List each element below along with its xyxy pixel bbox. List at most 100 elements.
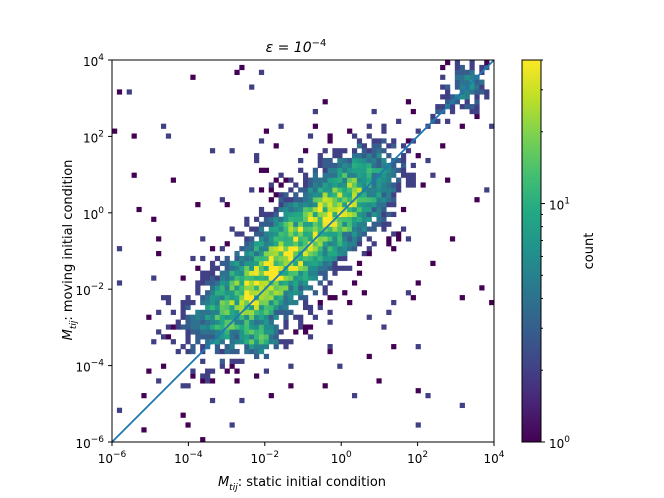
heatmap-cell (214, 339, 221, 345)
heatmap-cell (200, 334, 206, 340)
heatmap-cell (435, 108, 441, 115)
heatmap-cell (371, 108, 377, 115)
heatmap-cell (386, 172, 392, 178)
heatmap-cell (361, 157, 367, 164)
heatmap-cell (351, 182, 358, 188)
heatmap-cell (288, 255, 294, 262)
heatmap-cell (151, 339, 157, 345)
heatmap-cell (268, 290, 274, 296)
heatmap-cell (337, 216, 343, 222)
heatmap-cell (273, 299, 279, 306)
heatmap-cell (405, 182, 412, 188)
heatmap-cell (205, 299, 211, 306)
heatmap-cell (356, 221, 363, 227)
heatmap-cell (224, 348, 230, 355)
heatmap-cell (312, 246, 318, 252)
heatmap-cell (219, 197, 225, 203)
heatmap-cell (293, 246, 299, 252)
heatmap-cell (278, 226, 284, 232)
heatmap-cell (156, 236, 162, 242)
heatmap-cell (342, 202, 348, 208)
heatmap-cell (229, 363, 235, 369)
heatmap-cell (356, 143, 363, 149)
heatmap-cell (141, 427, 147, 433)
heatmap-cell (381, 221, 387, 227)
heatmap-cell (381, 324, 387, 330)
heatmap-cell (479, 64, 485, 71)
heatmap-cell (185, 334, 191, 340)
heatmap-cell (229, 344, 235, 350)
heatmap-cell (298, 319, 304, 325)
heatmap-cell (381, 148, 387, 154)
heatmap-cell (474, 113, 480, 120)
heatmap-cell (209, 270, 216, 276)
heatmap-cell (190, 348, 196, 355)
y-tick-label: 104 (83, 53, 104, 69)
heatmap-cell (268, 275, 274, 281)
heatmap-cell (249, 304, 255, 311)
heatmap-cell (351, 226, 358, 232)
heatmap-cell (327, 280, 333, 286)
reference-line (112, 60, 494, 442)
heatmap-cell (371, 226, 377, 232)
heatmap-cell (405, 138, 412, 144)
heatmap-cell (376, 202, 382, 208)
heatmap-cell (283, 285, 289, 291)
heatmap-cell (200, 280, 206, 286)
heatmap-cell (195, 309, 201, 315)
heatmap-cell (298, 270, 304, 276)
heatmap-cell (298, 280, 304, 286)
heatmap-cell (327, 211, 333, 218)
heatmap-cell (459, 402, 465, 409)
heatmap-cell (322, 236, 328, 242)
heatmap-cell (254, 246, 260, 252)
heatmap-cell (347, 216, 353, 222)
heatmap-cell (244, 255, 250, 262)
heatmap-cell (332, 255, 338, 262)
heatmap-cell (278, 275, 284, 281)
heatmap-cell (293, 280, 299, 286)
heatmap-cell (342, 236, 348, 242)
heatmap-cell (298, 231, 304, 237)
heatmap-cell (185, 314, 191, 320)
heatmap-cell (351, 187, 358, 193)
heatmap-cell (288, 299, 294, 306)
heatmap-cell (459, 79, 465, 85)
heatmap-cell (244, 241, 250, 247)
heatmap-cell (298, 187, 304, 193)
heatmap-cell (366, 192, 372, 198)
heatmap-cell (273, 329, 279, 335)
heatmap-cell (303, 192, 309, 198)
heatmap-cell (327, 309, 333, 315)
heatmap-cell (283, 202, 289, 208)
heatmap-cell (283, 236, 289, 242)
heatmap-cell (303, 206, 309, 213)
heatmap-cell (185, 304, 191, 311)
heatmap-cell (263, 231, 270, 237)
heatmap-cell (400, 206, 407, 213)
heatmap-cell (307, 197, 314, 203)
heatmap-cell (366, 246, 372, 252)
heatmap-cell (317, 241, 323, 247)
heatmap-cell (317, 202, 323, 208)
heatmap-cell (219, 285, 225, 291)
y-tick-label: 10−6 (75, 435, 104, 451)
heatmap-cell (312, 275, 318, 281)
heatmap-cell (322, 275, 328, 281)
heatmap-cell (293, 236, 299, 242)
heatmap-cell (342, 290, 348, 296)
heatmap-cell (381, 128, 387, 134)
heatmap-cell (479, 84, 485, 90)
heatmap-cell (288, 206, 294, 213)
heatmap-cell (366, 148, 372, 154)
heatmap-cell (288, 251, 294, 257)
heatmap-cell (327, 197, 333, 203)
heatmap-cell (312, 226, 318, 232)
heatmap-cell (298, 216, 304, 222)
heatmap-cell (273, 192, 279, 198)
heatmap-cell (298, 221, 304, 227)
heatmap-cell (234, 255, 240, 262)
heatmap-cell (214, 304, 221, 311)
heatmap-cell (254, 290, 260, 296)
heatmap-cell (307, 177, 314, 183)
